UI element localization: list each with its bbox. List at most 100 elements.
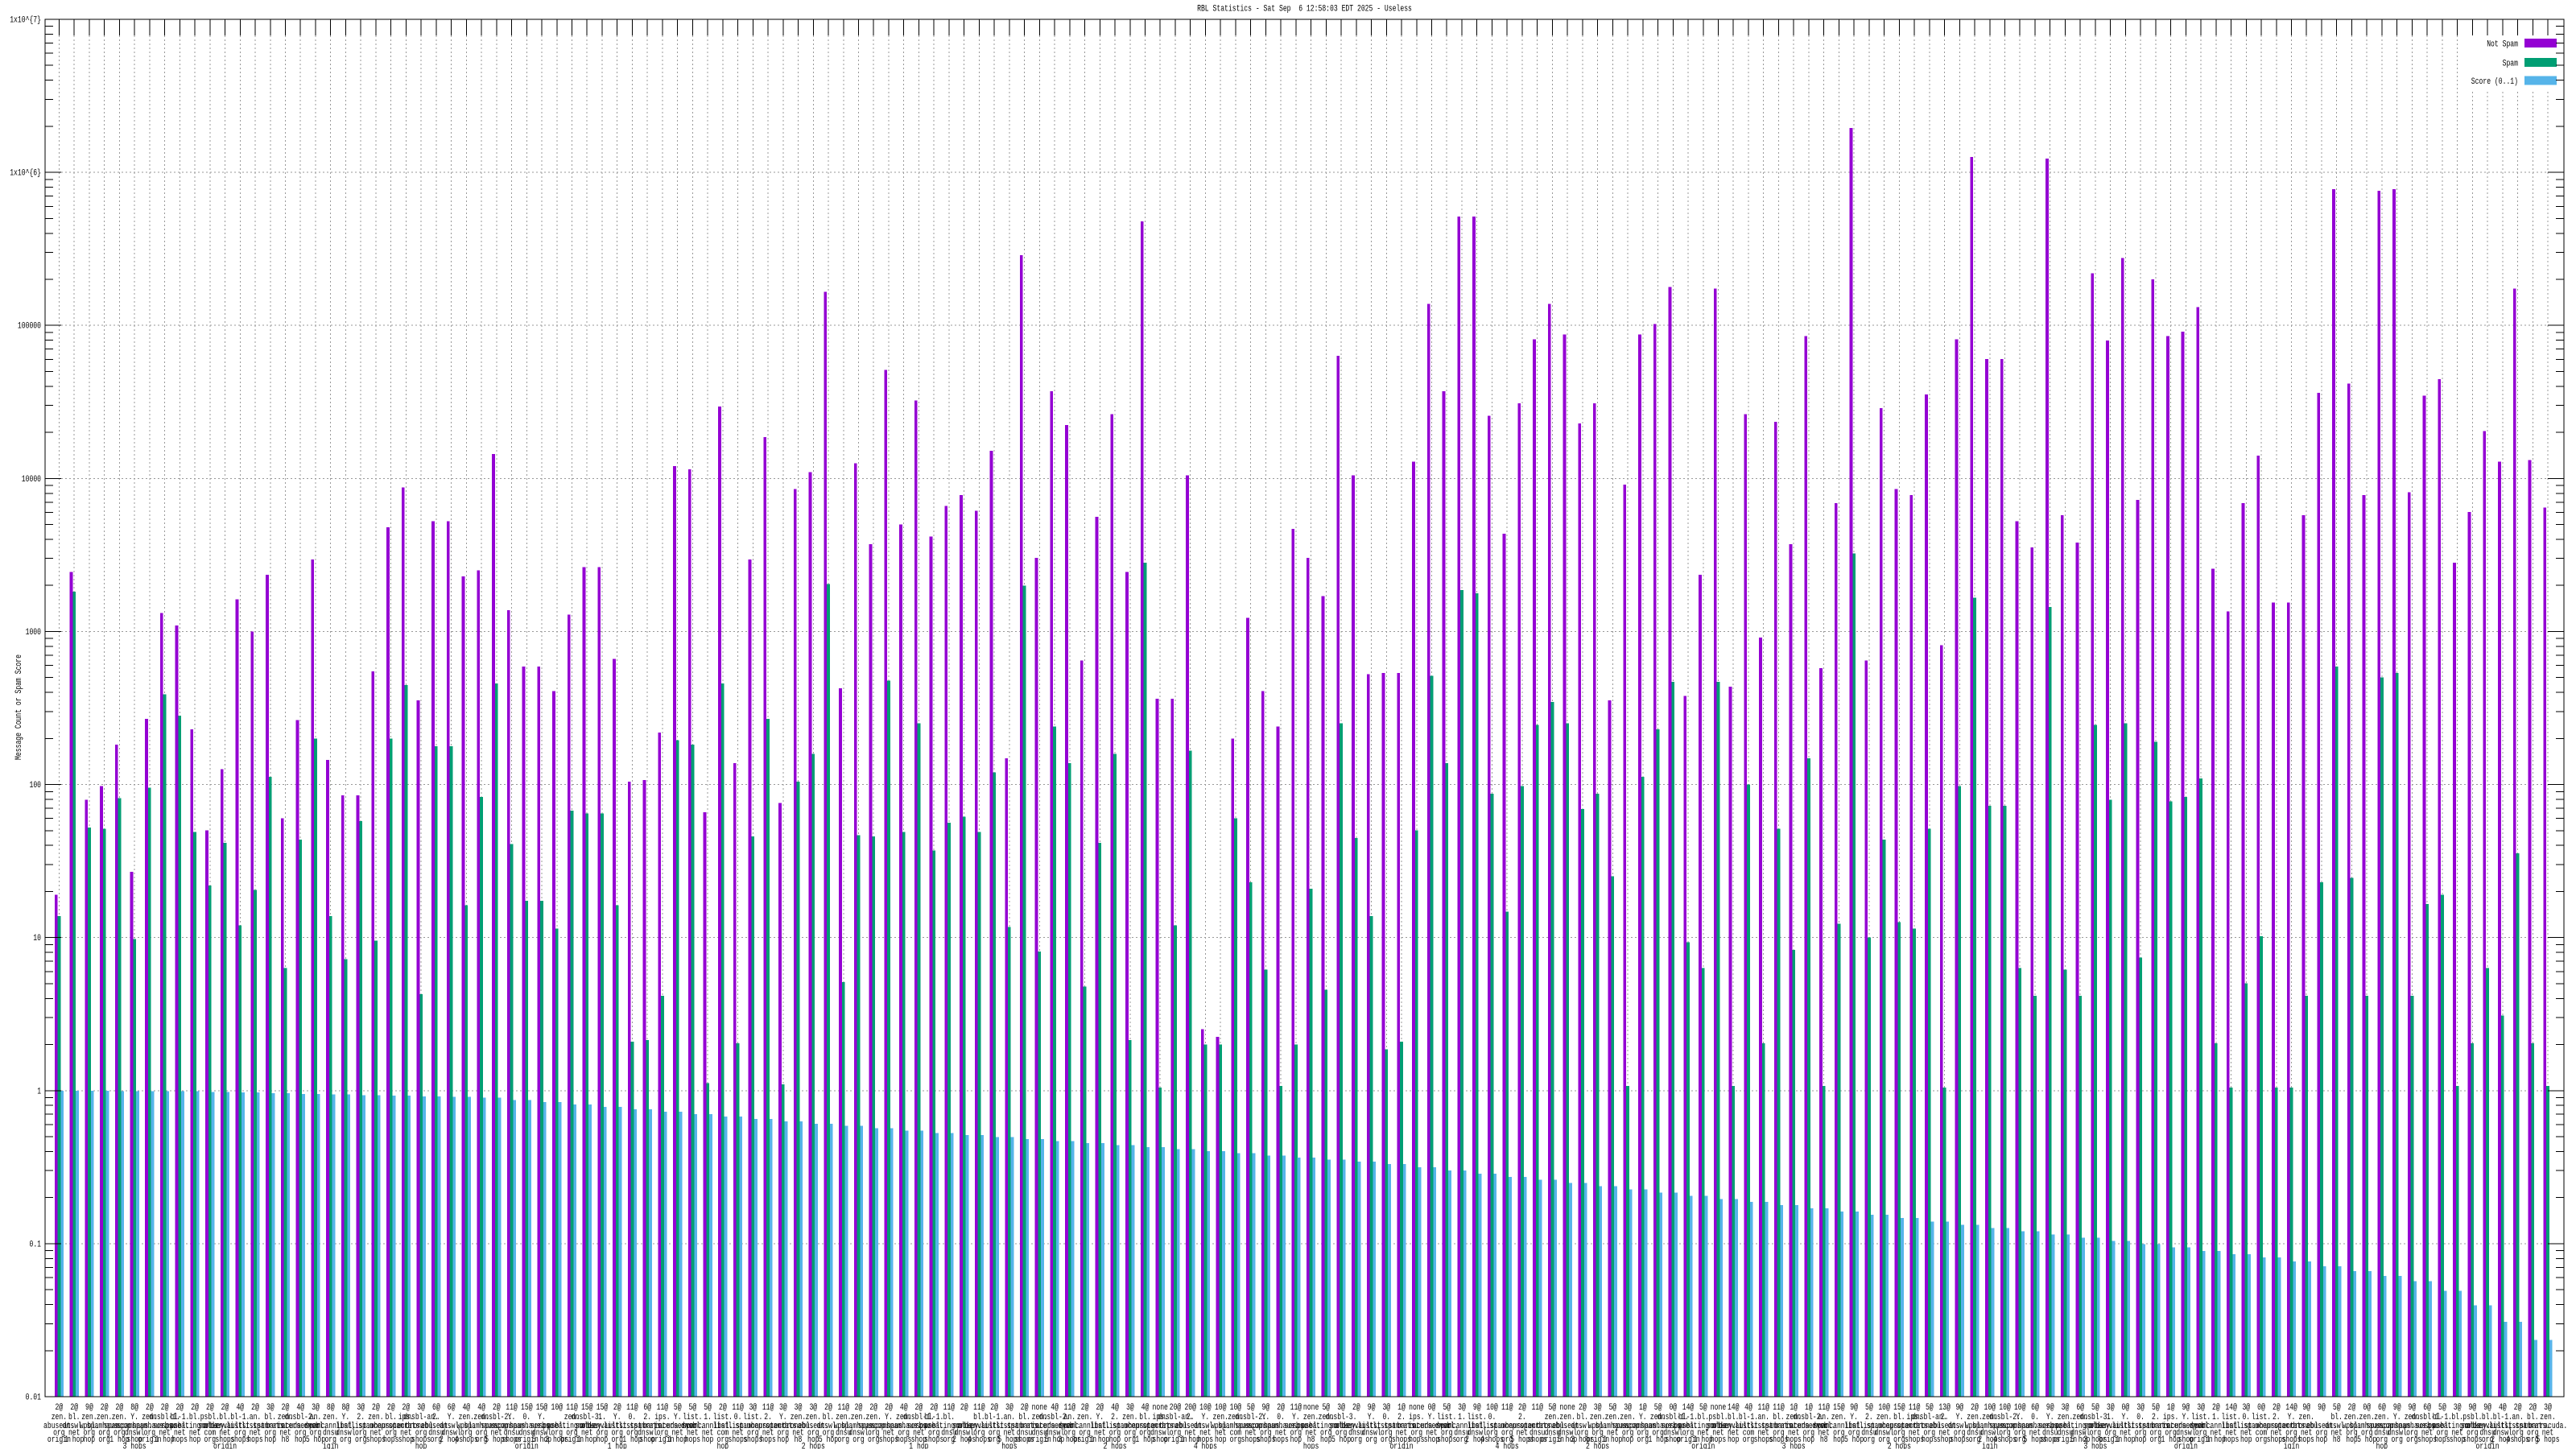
svg-text:dnsu: dnsu: [1348, 1429, 1364, 1439]
svg-text:6@: 6@: [2423, 1403, 2431, 1413]
svg-text:org: org: [1848, 1429, 1860, 1439]
svg-text:dnswl.: dnswl.: [816, 1422, 840, 1431]
svg-text:spamhaus.: spamhaus.: [510, 1422, 545, 1431]
svg-text:hops: hops: [1409, 1435, 1424, 1445]
svg-text:3@: 3@: [2242, 1403, 2250, 1413]
svg-text:psbl.: psbl.: [2055, 1422, 2074, 1431]
svg-text:3@: 3@: [2136, 1403, 2145, 1413]
svg-text:1@: 1@: [1639, 1403, 1647, 1413]
svg-text:zen.: zen.: [564, 1413, 580, 1422]
svg-text:2@: 2@: [56, 1403, 64, 1413]
svg-text:bl.: bl.: [2451, 1413, 2463, 1422]
svg-text:2.: 2.: [432, 1413, 440, 1422]
svg-text:org: org: [2527, 1435, 2539, 1445]
svg-text:10@: 10@: [1230, 1403, 1242, 1413]
svg-text:dnswl.: dnswl.: [1571, 1422, 1594, 1431]
svg-text:13@: 13@: [1938, 1403, 1951, 1413]
svg-text:bl.: bl.: [1773, 1413, 1785, 1422]
svg-text:com: com: [717, 1429, 729, 1439]
svg-text:org: org: [1260, 1429, 1272, 1439]
svg-text:list.: list.: [1437, 1413, 1456, 1422]
svg-text:listst.: listst.: [1358, 1422, 1385, 1431]
svg-text:dnsu: dnsu: [1545, 1429, 1560, 1439]
svg-text:4@: 4@: [296, 1403, 304, 1413]
svg-text:dnsbl-2.: dnsbl-2.: [1039, 1413, 1071, 1422]
svg-text:hops: hops: [1001, 1443, 1017, 1449]
svg-text:1@: 1@: [1790, 1403, 1798, 1413]
svg-text:11@: 11@: [1501, 1403, 1513, 1413]
svg-text:dnsbl-2.: dnsbl-2.: [1989, 1413, 2021, 1422]
svg-text:RBL Statistics - Sat Sep 6 12: RBL Statistics - Sat Sep 6 12:58:03 EDT …: [1197, 5, 1412, 14]
svg-text:org: org: [2346, 1429, 2358, 1439]
svg-text:dnsu: dnsu: [2058, 1429, 2073, 1439]
svg-text:zen.: zen.: [1032, 1413, 1047, 1422]
svg-text:1 hop: 1 hop: [1649, 1435, 1668, 1445]
svg-text:none: none: [1559, 1403, 1575, 1413]
svg-text:2.: 2.: [2273, 1413, 2281, 1422]
svg-text:Y.: Y.: [779, 1413, 787, 1422]
svg-text:1 hop: 1 hop: [64, 1435, 84, 1445]
svg-text:spamhaus.: spamhaus.: [871, 1422, 906, 1431]
svg-text:3@: 3@: [2062, 1403, 2070, 1413]
svg-text:org: org: [2406, 1429, 2418, 1439]
svg-text:an.: an.: [1004, 1413, 1016, 1422]
svg-text:uceprotect.: uceprotect.: [1124, 1422, 1166, 1431]
svg-text:wpbl.: wpbl.: [2342, 1422, 2361, 1431]
svg-text:100: 100: [30, 781, 42, 791]
svg-text:shop: shop: [911, 1435, 927, 1445]
svg-text:an.: an.: [2512, 1413, 2524, 1422]
svg-text:h8: h8: [1307, 1435, 1315, 1445]
svg-text:dnswl: dnswl: [2176, 1429, 2195, 1439]
svg-text:dnswl: dnswl: [1150, 1429, 1170, 1439]
svg-text:sorbs.: sorbs.: [2416, 1422, 2439, 1431]
svg-text:5 hop: 5 hop: [1558, 1435, 1577, 1445]
svg-text:origin: origin: [1541, 1435, 1564, 1445]
svg-text:net: net: [1938, 1429, 1951, 1439]
svg-text:spamcop.: spamcop.: [481, 1422, 512, 1431]
svg-text:shops: shops: [2041, 1435, 2060, 1445]
svg-text:bl.: bl.: [219, 1413, 231, 1422]
svg-text:11@: 11@: [1818, 1403, 1830, 1413]
svg-text:11@: 11@: [1531, 1403, 1543, 1413]
svg-text:Y.: Y.: [1096, 1413, 1104, 1422]
svg-text:2@: 2@: [1021, 1403, 1029, 1413]
svg-text:Y.: Y.: [538, 1413, 546, 1422]
svg-text:listst.: listst.: [242, 1422, 269, 1431]
svg-text:1000: 1000: [26, 628, 41, 638]
svg-text:Spam: Spam: [2503, 60, 2519, 69]
svg-text:dnsbl-an.: dnsbl-an.: [1158, 1413, 1193, 1422]
svg-text:dnsu: dnsu: [1967, 1429, 1982, 1439]
svg-text:spamrats.: spamrats.: [1897, 1422, 1932, 1431]
svg-text:1 hop: 1 hop: [668, 1435, 687, 1445]
svg-text:spamcop.: spamcop.: [1989, 1422, 2021, 1431]
svg-text:20@: 20@: [1184, 1403, 1196, 1413]
svg-text:bl.: bl.: [1139, 1413, 1151, 1422]
svg-text:2 hops: 2 hops: [1586, 1443, 1609, 1449]
svg-text:psbl.: psbl.: [1708, 1413, 1728, 1422]
svg-text:dnsbl-1.: dnsbl-1.: [2412, 1413, 2443, 1422]
svg-text:dnsbl.: dnsbl.: [2190, 1422, 2213, 1431]
svg-text:alienvault.: alienvault.: [204, 1422, 246, 1431]
svg-text:shops: shops: [1437, 1435, 1456, 1445]
svg-text:origin: origin: [515, 1435, 539, 1445]
svg-text:4@: 4@: [236, 1403, 244, 1413]
svg-text:org: org: [1591, 1429, 1604, 1439]
svg-text:2@: 2@: [2212, 1403, 2220, 1413]
svg-text:dnswl: dnswl: [336, 1429, 355, 1439]
svg-text:bl.: bl.: [823, 1413, 835, 1422]
svg-text:org: org: [98, 1435, 110, 1445]
svg-text:2.: 2.: [1518, 1413, 1526, 1422]
svg-text:dnswl: dnswl: [442, 1429, 461, 1439]
svg-text:hop: hop: [1215, 1435, 1227, 1445]
svg-text:zen.: zen.: [836, 1413, 851, 1422]
svg-text:spamcannibal.: spamcannibal.: [1814, 1422, 1864, 1431]
svg-text:list.: list.: [743, 1413, 762, 1422]
svg-text:org: org: [1411, 1429, 1423, 1439]
svg-text:dnswl: dnswl: [532, 1429, 551, 1439]
svg-text:3@: 3@: [357, 1403, 365, 1413]
svg-text:dnswl: dnswl: [848, 1429, 868, 1439]
svg-text:bl.: bl.: [2482, 1413, 2494, 1422]
svg-text:org: org: [1064, 1429, 1076, 1439]
svg-text:bl-1.: bl-1.: [924, 1413, 943, 1422]
svg-text:1 hop: 1 hop: [608, 1443, 627, 1449]
